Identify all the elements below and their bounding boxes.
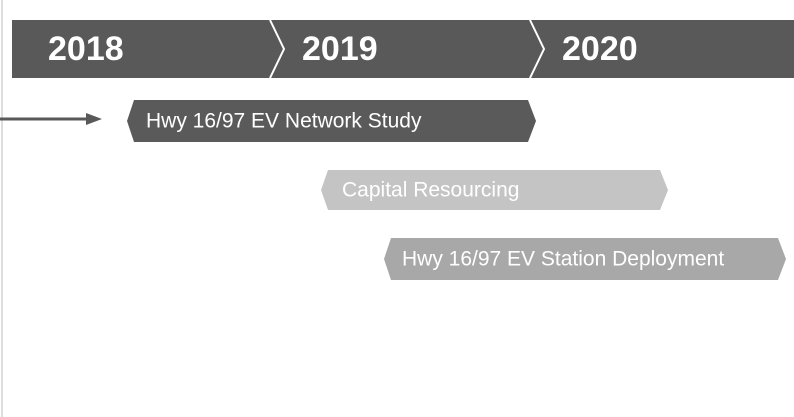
start-arrow-head bbox=[86, 113, 102, 125]
task-label: Capital Resourcing bbox=[342, 179, 519, 202]
task-label: Hwy 16/97 EV Station Deployment bbox=[402, 248, 724, 271]
task-label: Hwy 16/97 EV Network Study bbox=[146, 110, 422, 133]
year-band bbox=[12, 20, 794, 78]
task-bar bbox=[321, 170, 668, 210]
year-label: 2019 bbox=[302, 30, 378, 68]
year-separator bbox=[269, 19, 286, 79]
year-separator bbox=[529, 19, 546, 79]
task-bar bbox=[384, 238, 786, 280]
year-label: 2018 bbox=[48, 30, 124, 68]
year-label: 2020 bbox=[562, 30, 638, 68]
task-bar bbox=[127, 100, 536, 142]
